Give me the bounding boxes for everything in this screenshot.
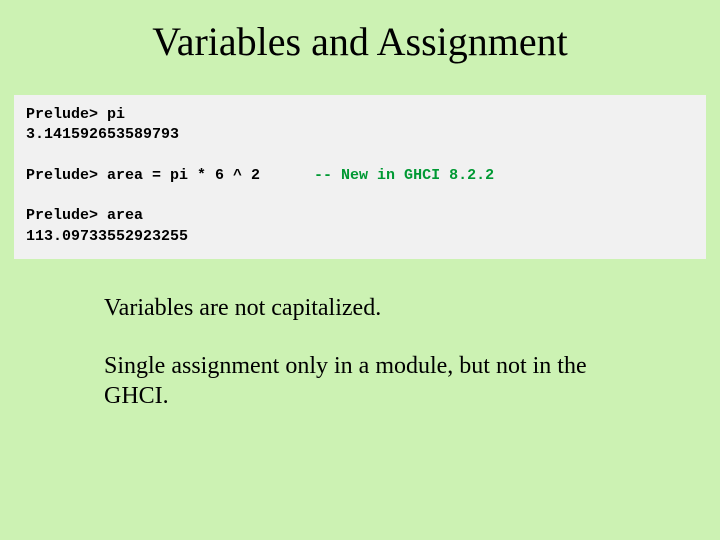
code-block: Prelude> pi 3.141592653589793 Prelude> a… [14, 95, 706, 259]
slide: Variables and Assignment Prelude> pi 3.1… [0, 0, 720, 540]
body-text: Variables are not capitalized. Single as… [104, 293, 620, 411]
slide-title: Variables and Assignment [0, 18, 720, 65]
code-comment: -- New in GHCI 8.2.2 [314, 167, 494, 184]
code-line [26, 186, 694, 206]
paragraph: Variables are not capitalized. [104, 293, 620, 323]
code-line: Prelude> area = pi * 6 ^ 2 -- New in GHC… [26, 166, 694, 186]
code-line [26, 146, 694, 166]
code-cmd: Prelude> area = pi * 6 ^ 2 [26, 167, 314, 184]
code-line: 3.141592653589793 [26, 125, 694, 145]
code-line: Prelude> pi [26, 105, 694, 125]
paragraph: Single assignment only in a module, but … [104, 351, 620, 411]
code-line: Prelude> area [26, 206, 694, 226]
code-line: 113.09733552923255 [26, 227, 694, 247]
